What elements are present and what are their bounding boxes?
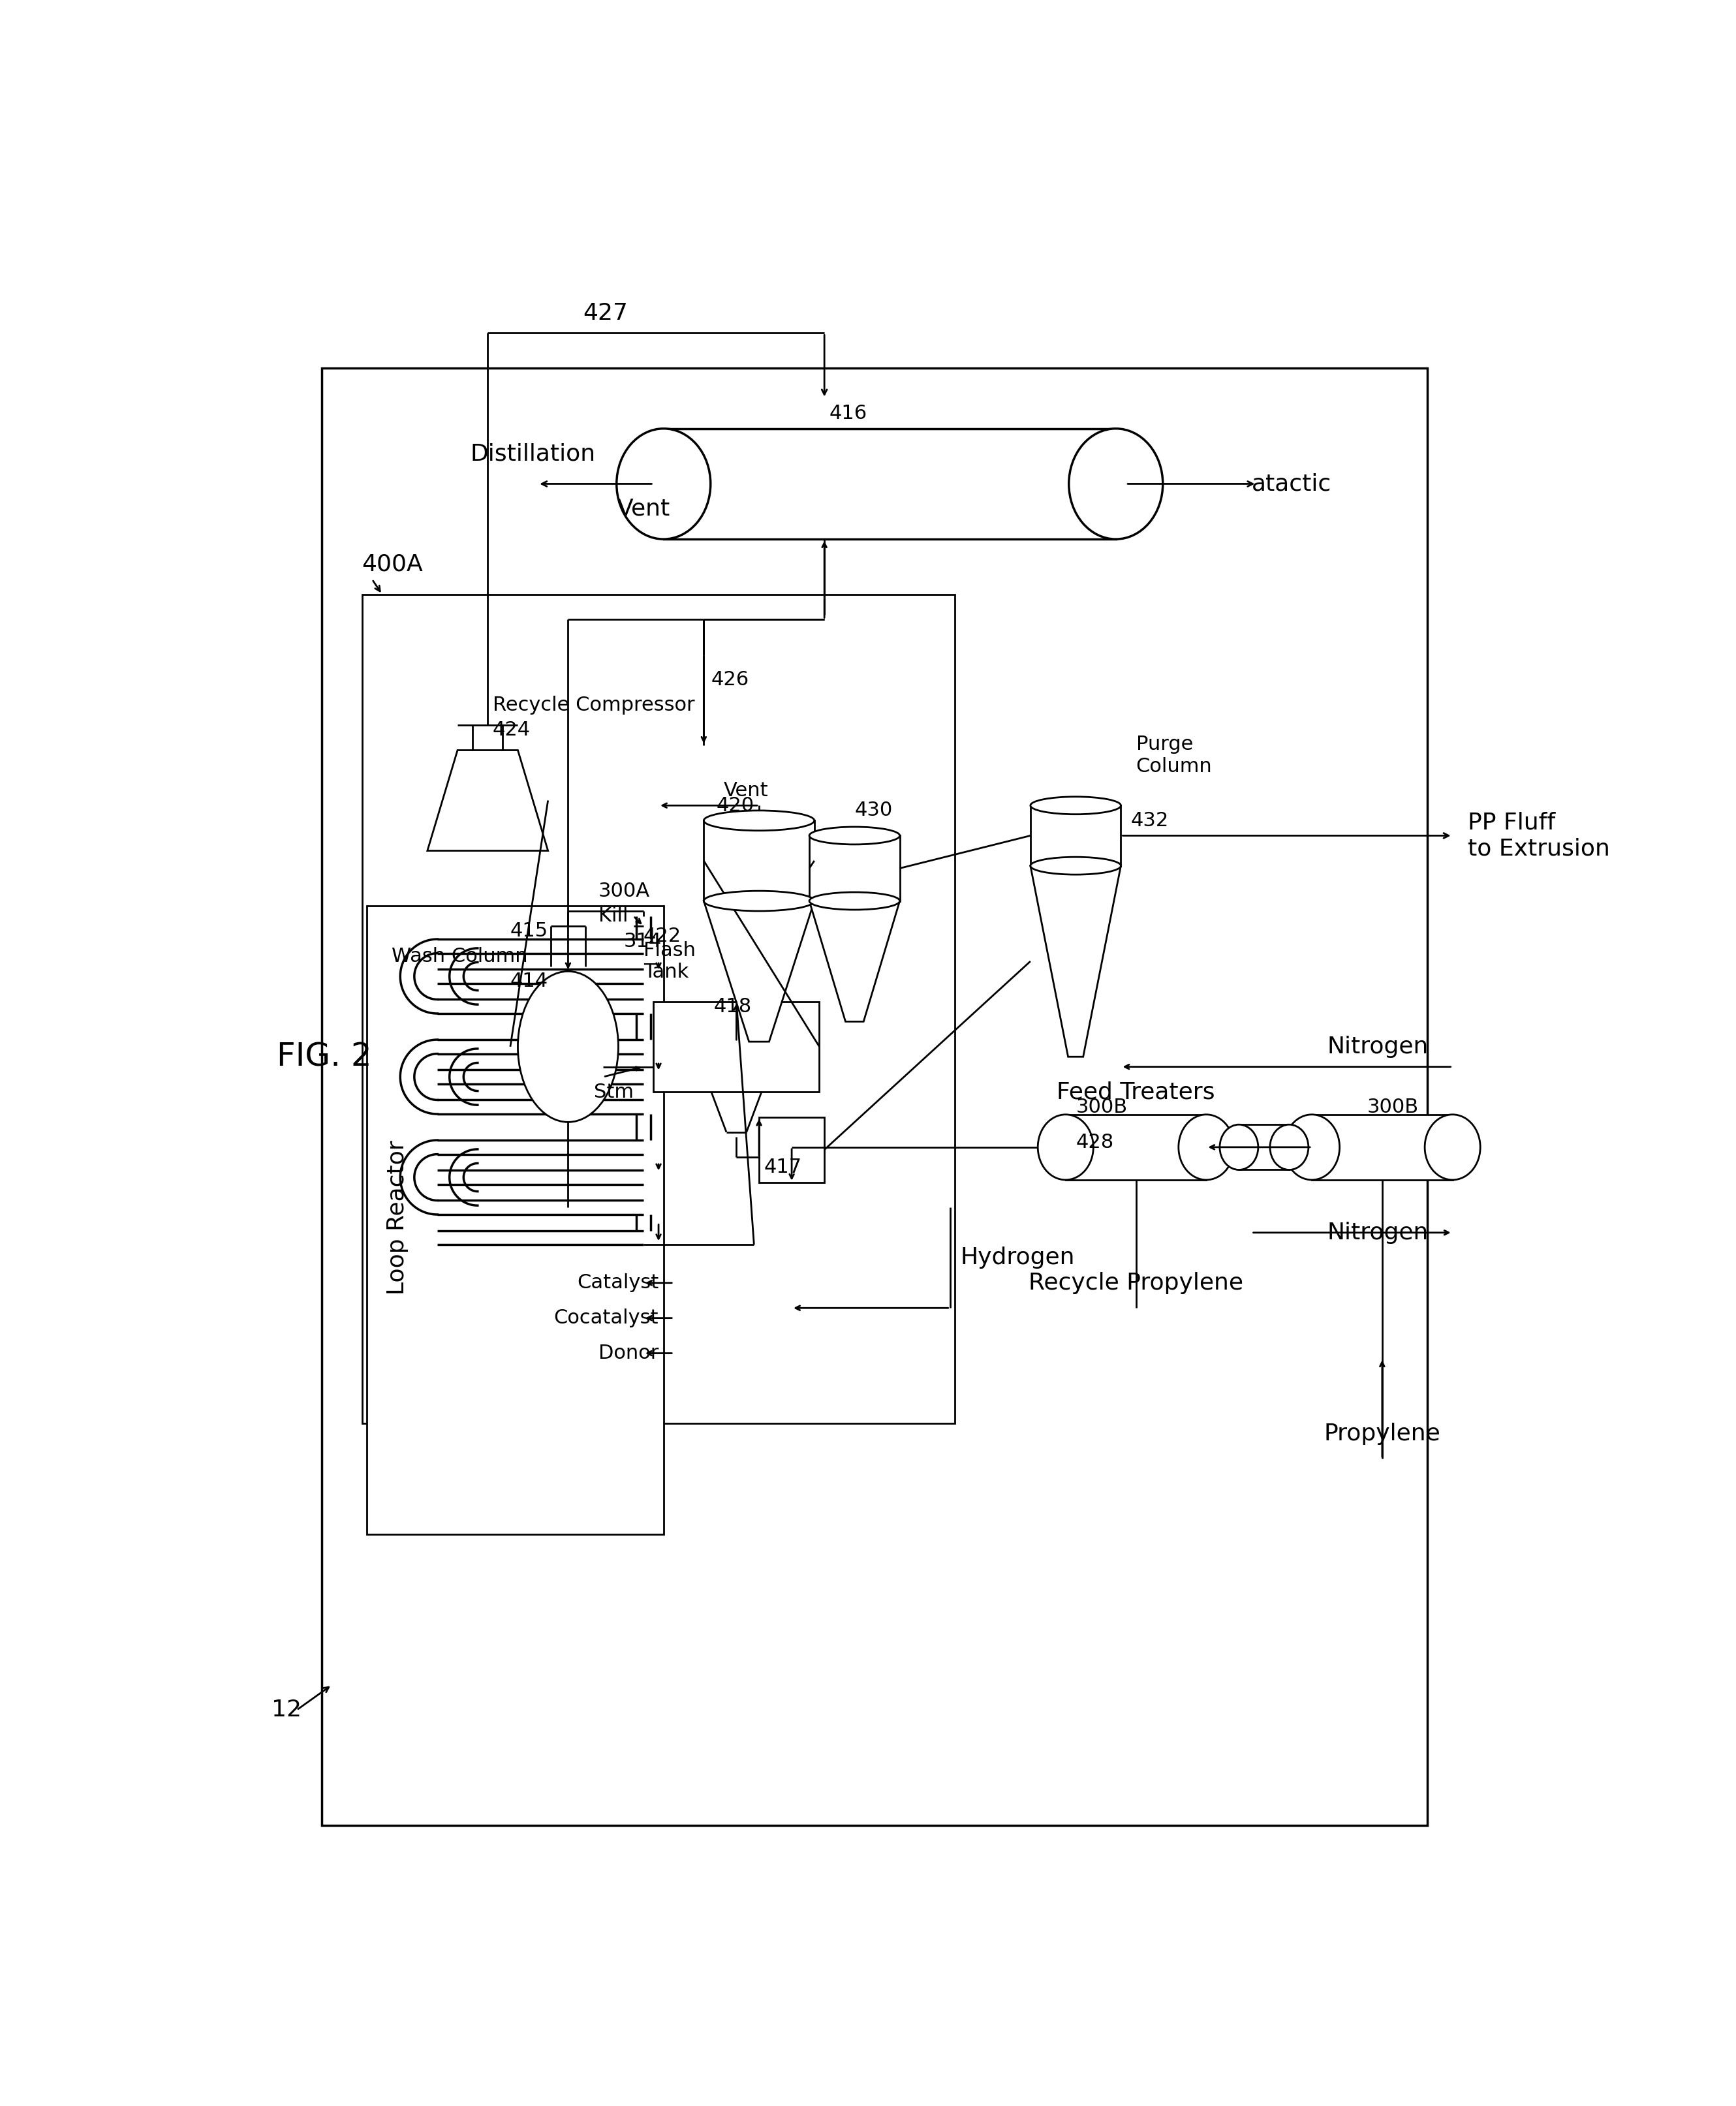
Text: Recycle Compressor: Recycle Compressor <box>493 695 694 714</box>
Text: 430: 430 <box>854 800 892 819</box>
Text: 300B: 300B <box>1368 1097 1418 1116</box>
Ellipse shape <box>1069 430 1163 539</box>
Text: Flash
Tank: Flash Tank <box>644 941 696 981</box>
Bar <box>366 906 663 1533</box>
Text: Hydrogen: Hydrogen <box>960 1247 1075 1268</box>
Text: Vent: Vent <box>616 497 670 520</box>
Ellipse shape <box>703 811 814 830</box>
Bar <box>759 1116 825 1181</box>
Text: Loop Reactor: Loop Reactor <box>385 1139 408 1295</box>
Bar <box>1240 1125 1290 1169</box>
Text: 12: 12 <box>271 1700 302 1721</box>
Text: PP Fluff
to Extrusion: PP Fluff to Extrusion <box>1467 811 1609 859</box>
Text: Purge
Column: Purge Column <box>1135 735 1212 775</box>
Polygon shape <box>1031 866 1121 1057</box>
Text: 418: 418 <box>713 996 752 1015</box>
Text: atactic: atactic <box>1252 472 1332 495</box>
Bar <box>653 1002 819 1091</box>
Text: Cocatalyst: Cocatalyst <box>554 1308 658 1327</box>
Bar <box>1312 1114 1453 1179</box>
Text: 414: 414 <box>510 971 549 990</box>
Ellipse shape <box>616 430 710 539</box>
Ellipse shape <box>809 828 899 845</box>
Text: Nitrogen: Nitrogen <box>1326 1221 1429 1245</box>
Polygon shape <box>427 750 549 851</box>
Text: 300B: 300B <box>1076 1097 1127 1116</box>
Text: Propylene: Propylene <box>1325 1422 1441 1445</box>
Text: Feed Treaters: Feed Treaters <box>1057 1080 1215 1104</box>
Text: 416: 416 <box>830 404 868 423</box>
Text: Nitrogen: Nitrogen <box>1326 1036 1429 1057</box>
Bar <box>663 430 1116 539</box>
Bar <box>1031 804 1121 866</box>
Ellipse shape <box>1179 1114 1234 1179</box>
Ellipse shape <box>1031 796 1121 815</box>
Text: Vent: Vent <box>724 781 769 800</box>
Text: 424: 424 <box>493 720 531 739</box>
Text: 420: 420 <box>715 796 753 815</box>
Text: 400A: 400A <box>363 554 424 575</box>
Text: Kill: Kill <box>599 906 628 925</box>
Text: Donor: Donor <box>599 1344 658 1363</box>
Bar <box>809 836 899 901</box>
Bar <box>703 821 814 901</box>
Ellipse shape <box>1031 857 1121 874</box>
Text: 417: 417 <box>764 1158 802 1177</box>
Text: 415: 415 <box>510 922 549 941</box>
Text: Wash Column: Wash Column <box>392 948 528 967</box>
Text: 422: 422 <box>644 927 682 946</box>
Bar <box>1066 1114 1207 1179</box>
Text: 300A: 300A <box>599 882 649 901</box>
Text: 314: 314 <box>623 931 661 950</box>
Text: 426: 426 <box>712 670 750 689</box>
Ellipse shape <box>1220 1125 1259 1169</box>
Bar <box>363 594 955 1424</box>
Ellipse shape <box>517 971 618 1122</box>
Text: Recycle Propylene: Recycle Propylene <box>1029 1272 1243 1293</box>
Text: 432: 432 <box>1130 811 1168 830</box>
Ellipse shape <box>1271 1125 1309 1169</box>
Ellipse shape <box>1425 1114 1481 1179</box>
Text: FIG. 2: FIG. 2 <box>276 1040 372 1072</box>
Ellipse shape <box>809 893 899 910</box>
Polygon shape <box>809 901 899 1021</box>
Text: Catalyst: Catalyst <box>576 1274 658 1293</box>
Ellipse shape <box>1285 1114 1340 1179</box>
Polygon shape <box>703 901 814 1042</box>
Bar <box>321 369 1427 1826</box>
Ellipse shape <box>703 891 814 912</box>
Text: 428: 428 <box>1076 1133 1115 1152</box>
Text: Distillation: Distillation <box>470 442 595 465</box>
Text: 427: 427 <box>583 301 628 324</box>
Ellipse shape <box>1038 1114 1094 1179</box>
Text: Stm: Stm <box>594 1082 634 1101</box>
